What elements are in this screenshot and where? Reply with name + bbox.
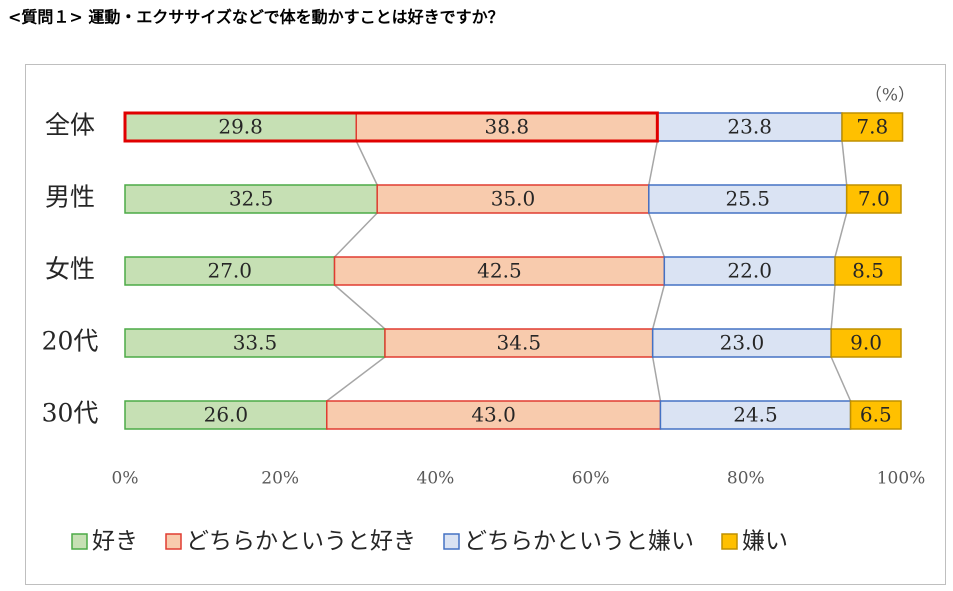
chart-frame <box>25 64 946 585</box>
bar-segment <box>659 400 852 430</box>
legend-label: 好き <box>92 529 138 555</box>
series-line <box>326 356 386 402</box>
value-label: 43.0 <box>471 403 516 427</box>
series-line <box>841 140 848 186</box>
chart-title: <質問１> 運動・エクササイズなどで体を動かすことは好きですか？ <box>8 8 504 27</box>
bar-segment <box>124 400 328 430</box>
series-line <box>355 140 378 186</box>
series-line <box>830 356 852 402</box>
value-label: 29.8 <box>218 115 263 139</box>
highlight-box <box>123 111 659 143</box>
legend-label: どちらかというと好き <box>186 529 416 555</box>
bar-segment <box>830 328 902 358</box>
value-label: 7.0 <box>858 187 890 211</box>
value-label: 26.0 <box>204 403 249 427</box>
series-line <box>333 212 378 258</box>
value-label: 33.5 <box>233 331 278 355</box>
series-line <box>648 212 666 258</box>
bar-segment <box>849 400 902 430</box>
bar-segment <box>648 184 848 214</box>
bar-segment <box>834 256 902 286</box>
x-tick-label: 20% <box>261 469 299 489</box>
value-label: 7.8 <box>856 115 888 139</box>
category-label: 男性 <box>45 183 95 212</box>
category-label: 女性 <box>45 255 95 284</box>
legend-label: どちらかというと嫌い <box>464 529 694 555</box>
legend-swatch <box>165 533 182 550</box>
x-tick-label: 100% <box>877 469 926 489</box>
value-label: 25.5 <box>725 187 770 211</box>
value-label: 34.5 <box>497 331 542 355</box>
category-label: 全体 <box>45 111 95 140</box>
bar-segment <box>376 184 650 214</box>
value-label: 24.5 <box>733 403 778 427</box>
value-label: 35.0 <box>491 187 536 211</box>
value-label: 9.0 <box>850 331 882 355</box>
legend-swatch <box>721 533 738 550</box>
series-line <box>830 284 836 330</box>
value-label: 38.8 <box>485 115 530 139</box>
bar-segment <box>326 400 662 430</box>
unit-note: （%） <box>865 86 915 106</box>
bar-segment <box>124 328 386 358</box>
x-tick-label: 60% <box>572 469 610 489</box>
x-tick-label: 0% <box>112 469 139 489</box>
category-label: 20代 <box>42 327 99 356</box>
value-label: 32.5 <box>229 187 274 211</box>
bar-segment <box>333 256 666 286</box>
bar-segment <box>841 112 904 142</box>
series-line <box>834 212 848 258</box>
bar-segment <box>124 256 336 286</box>
value-label: 23.0 <box>720 331 765 355</box>
bar-segment <box>663 256 836 286</box>
value-label: 23.8 <box>727 115 772 139</box>
bar-segment <box>124 184 378 214</box>
series-line <box>651 284 666 330</box>
x-tick-label: 40% <box>417 469 455 489</box>
series-line <box>334 284 386 330</box>
value-label: 6.5 <box>860 403 892 427</box>
series-line <box>651 356 662 402</box>
series-line <box>648 140 659 186</box>
legend-label: 嫌い <box>742 529 788 555</box>
x-tick-label: 80% <box>727 469 765 489</box>
category-label: 30代 <box>42 399 99 428</box>
value-label: 42.5 <box>477 259 522 283</box>
legend-swatch <box>443 533 460 550</box>
value-label: 27.0 <box>207 259 252 283</box>
value-label: 8.5 <box>852 259 884 283</box>
bar-segment <box>651 328 832 358</box>
bar-segment <box>845 184 902 214</box>
legend-swatch <box>71 533 88 550</box>
value-label: 22.0 <box>727 259 772 283</box>
